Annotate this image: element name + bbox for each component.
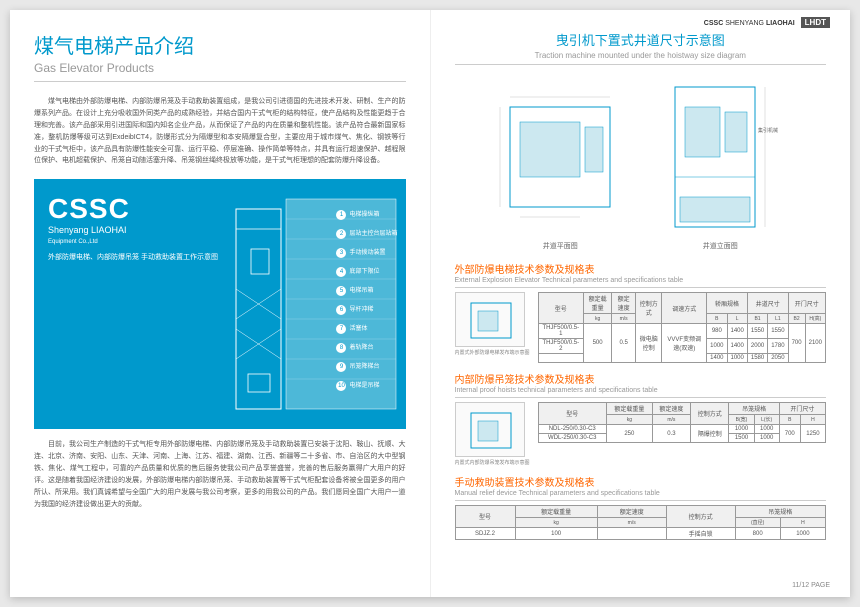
- spec-table-3: 型号额定载重量额定速度控制方式吊笼规格 kgm/s(直径)H SDJZ.2100…: [455, 505, 827, 540]
- page-title-en: Gas Elevator Products: [34, 61, 406, 82]
- page-title-cn: 煤气电梯产品介绍: [34, 30, 406, 59]
- hoistway-diagrams: 井道平面图 集引机械 井道立面图: [455, 77, 827, 251]
- section1-title-en: External Explosion Elevator Technical pa…: [455, 277, 827, 288]
- spec-table-2: 型号额定载重量额定速度控制方式吊笼规格开门尺寸 kgm/sB(宽)L(长)BH …: [538, 402, 826, 443]
- section1-content: 内置式外部防爆电梯发布端示意图 型号额定载重量额定速度控制方式调速方式轿厢规格井…: [455, 292, 827, 363]
- page-spread: 煤气电梯产品介绍 Gas Elevator Products 煤气电梯由外部防爆…: [10, 10, 850, 597]
- section-caption: 井道立面图: [650, 241, 790, 251]
- left-page: 煤气电梯产品介绍 Gas Elevator Products 煤气电梯由外部防爆…: [10, 10, 431, 597]
- intro-paragraph: 煤气电梯由外部防爆电梯、内部防爆吊笼及手动救助装置组成，是我公司引进德国的先进技…: [34, 96, 406, 167]
- numbered-legend: 1电梯操纵箱 2层站主控台层站箱 3手动拨动装置 4底部下限位 5电梯吊箱 6导…: [336, 209, 397, 399]
- section3-title-en: Manual relief device Technical parameter…: [455, 490, 827, 501]
- section2-title-en: Internal proof hoists technical paramete…: [455, 387, 827, 398]
- page-footer: 11/12 PAGE: [792, 582, 830, 589]
- section-view-diagram: 集引机械: [650, 77, 790, 237]
- section2-title-cn: 内部防爆吊笼技术参数及规格表: [455, 371, 827, 386]
- right-page: CSSC SHENYANG LIAOHAI LHDT 曳引机下置式井道尺寸示意图…: [431, 10, 851, 597]
- bottom-paragraph: 目前，我公司生产制造的干式气柜专用外部防爆电梯、内部防爆吊笼及手动救助装置已安装…: [34, 439, 406, 510]
- plan-caption: 井道平面图: [490, 241, 630, 251]
- header-brand: CSSC SHENYANG LIAOHAI LHDT: [704, 18, 830, 27]
- section3-content: 型号额定载重量额定速度控制方式吊笼规格 kgm/s(直径)H SDJZ.2100…: [455, 505, 827, 540]
- illustration-panel: CSSC Shenyang LIAOHAIEquipment Co.,Ltd 外…: [34, 179, 406, 429]
- section3-title-cn: 手动救助装置技术参数及规格表: [455, 474, 827, 489]
- section2-content: 内置式内部防爆吊笼发布端示意图 型号额定载重量额定速度控制方式吊笼规格开门尺寸 …: [455, 402, 827, 466]
- section1-title-cn: 外部防爆电梯技术参数及规格表: [455, 261, 827, 276]
- svg-text:集引机械: 集引机械: [758, 127, 778, 134]
- right-title-cn: 曳引机下置式井道尺寸示意图: [455, 30, 827, 49]
- section1-diagram: [455, 292, 525, 347]
- right-title-en: Traction machine mounted under the hoist…: [455, 51, 827, 65]
- section2-diagram: [455, 402, 525, 457]
- plan-view-diagram: [490, 77, 630, 237]
- spec-table-1: 型号额定载重量额定速度控制方式调速方式轿厢规格井道尺寸开门尺寸 kgm/sBLB…: [538, 292, 826, 363]
